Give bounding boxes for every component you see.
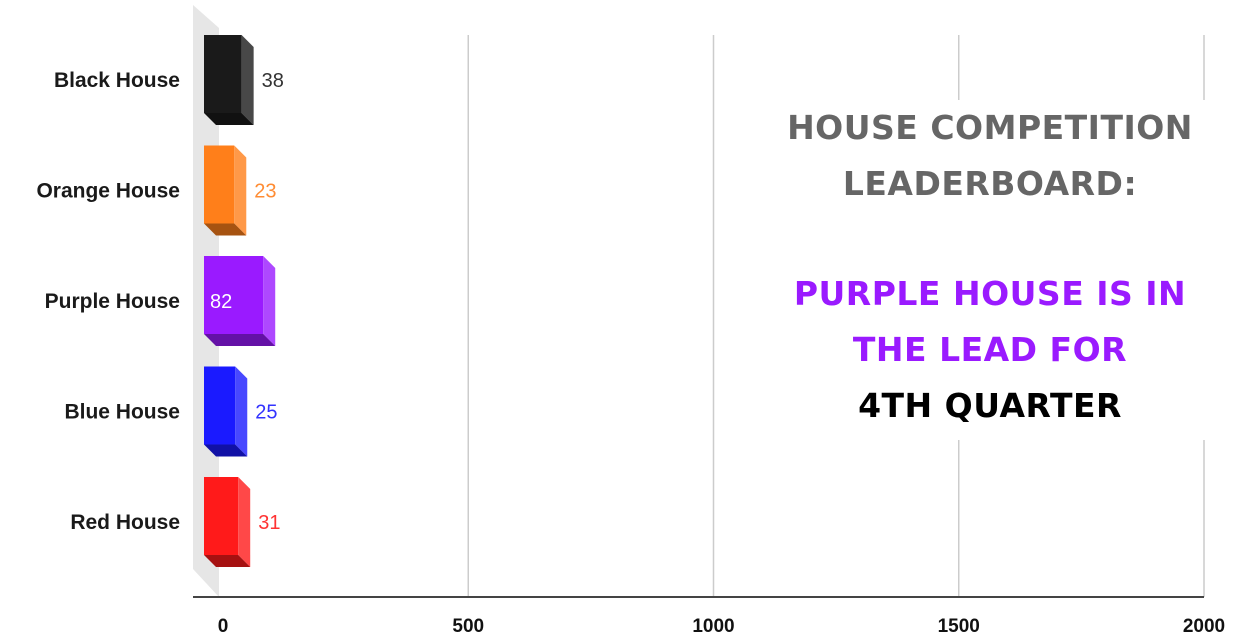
- annotation-lead-line3: 4TH QUARTER: [858, 386, 1122, 425]
- annotation-lead-line2: THE LEAD FOR: [852, 330, 1128, 369]
- bar-bottom: [204, 334, 276, 346]
- bar-front: [204, 366, 236, 445]
- data-label: 38: [262, 70, 284, 92]
- x-tick-label: 2000: [1183, 616, 1225, 637]
- category-label: Purple House: [45, 290, 180, 313]
- x-tick-label: 0: [218, 616, 229, 637]
- bar-side: [263, 256, 276, 346]
- bar-side: [234, 145, 247, 236]
- annotation-heading-line1: HOUSE COMPETITION: [787, 108, 1193, 147]
- bar-bottom: [204, 113, 254, 125]
- x-tick-label: 500: [452, 616, 484, 637]
- bar-side: [238, 477, 251, 567]
- leaderboard-annotation: HOUSE COMPETITION LEADERBOARD: PURPLE HO…: [745, 100, 1235, 440]
- bar-side: [235, 366, 248, 457]
- data-label: 82: [210, 291, 232, 313]
- category-label: Orange House: [36, 180, 180, 203]
- bar-front: [204, 35, 242, 113]
- bar-bottom: [204, 555, 251, 567]
- category-label: Black House: [54, 69, 180, 92]
- annotation-lead-line1: PURPLE HOUSE IS IN: [793, 274, 1187, 313]
- bar-front: [204, 256, 264, 334]
- bar-side: [241, 35, 254, 125]
- annotation-heading-line2: LEADERBOARD:: [842, 164, 1138, 203]
- x-tick-label: 1500: [938, 616, 980, 637]
- bar-front: [204, 477, 239, 555]
- bar-bottom: [204, 223, 247, 236]
- data-label: 31: [258, 512, 280, 534]
- data-label: 23: [254, 181, 276, 203]
- category-label: Blue House: [64, 401, 180, 424]
- data-label: 25: [255, 402, 277, 424]
- bar-front: [204, 145, 235, 224]
- bar-bottom: [204, 444, 248, 457]
- x-tick-label: 1000: [692, 616, 734, 637]
- category-label: Red House: [70, 511, 180, 534]
